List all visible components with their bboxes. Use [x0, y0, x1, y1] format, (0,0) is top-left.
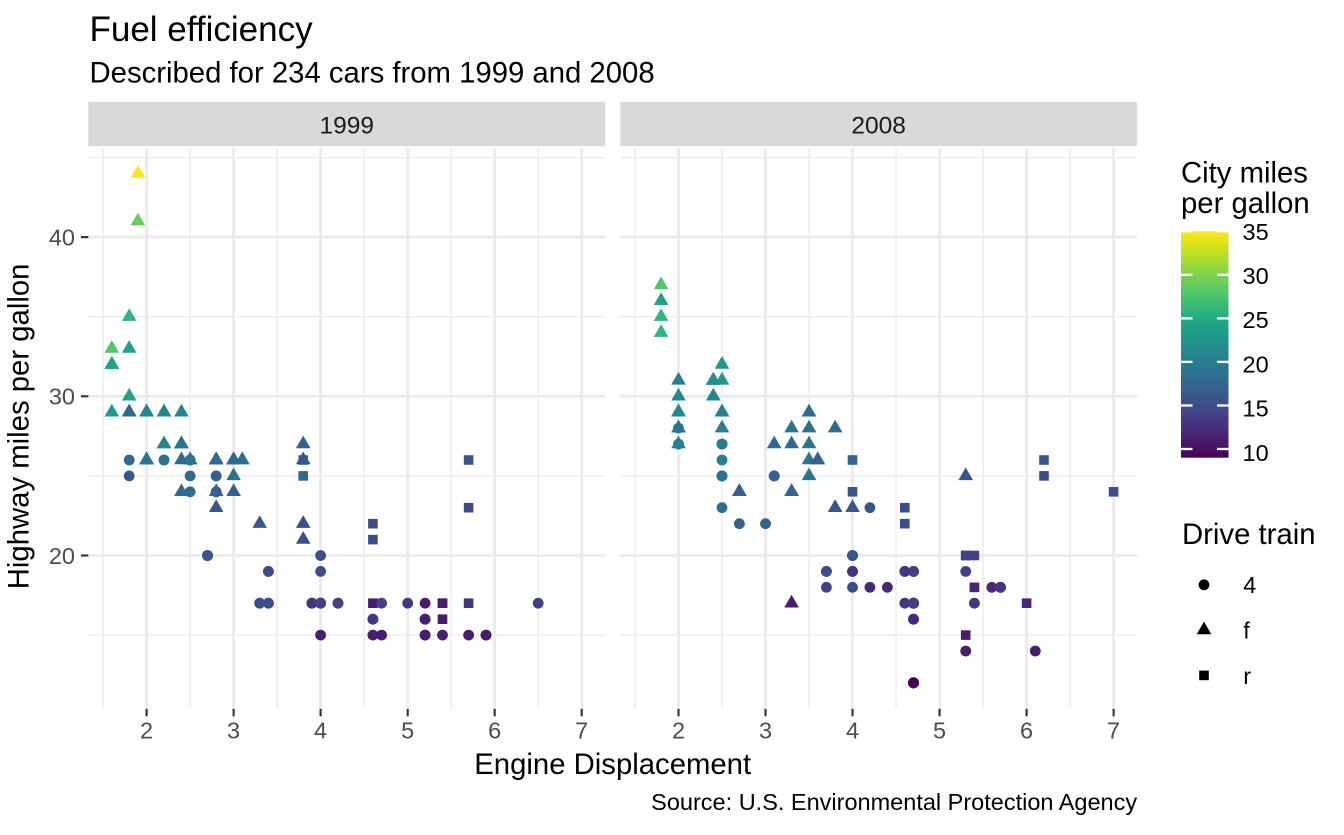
- svg-text:City miles: City miles: [1181, 157, 1308, 190]
- svg-text:30: 30: [1243, 263, 1269, 289]
- svg-text:4: 4: [1243, 572, 1256, 598]
- svg-text:7: 7: [575, 718, 588, 744]
- svg-text:r: r: [1243, 663, 1251, 689]
- svg-text:Described for 234 cars from 19: Described for 234 cars from 1999 and 200…: [90, 57, 655, 90]
- svg-text:2: 2: [672, 718, 685, 744]
- svg-text:4: 4: [314, 718, 327, 744]
- svg-text:Drive train: Drive train: [1182, 518, 1316, 551]
- svg-text:per gallon: per gallon: [1181, 187, 1310, 220]
- svg-text:5: 5: [933, 718, 946, 744]
- svg-text:1999: 1999: [319, 112, 374, 139]
- svg-text:20: 20: [1243, 351, 1269, 377]
- svg-text:Source: U.S. Environmental Pro: Source: U.S. Environmental Protection Ag…: [651, 789, 1137, 815]
- svg-text:20: 20: [49, 543, 75, 569]
- svg-text:25: 25: [1243, 307, 1269, 333]
- svg-text:2008: 2008: [851, 112, 906, 139]
- svg-text:6: 6: [1020, 718, 1033, 744]
- svg-text:6: 6: [488, 718, 501, 744]
- svg-text:Highway miles per gallon: Highway miles per gallon: [2, 264, 35, 590]
- svg-text:3: 3: [759, 718, 772, 744]
- svg-text:5: 5: [401, 718, 414, 744]
- svg-text:30: 30: [49, 384, 75, 410]
- svg-text:f: f: [1243, 618, 1250, 644]
- svg-text:2: 2: [140, 718, 153, 744]
- svg-text:15: 15: [1243, 396, 1269, 422]
- svg-text:Engine Displacement: Engine Displacement: [474, 748, 751, 781]
- svg-text:3: 3: [227, 718, 240, 744]
- svg-text:7: 7: [1107, 718, 1120, 744]
- svg-text:Fuel efficiency: Fuel efficiency: [90, 10, 314, 49]
- svg-text:35: 35: [1243, 219, 1269, 245]
- svg-text:40: 40: [49, 225, 75, 251]
- svg-text:4: 4: [846, 718, 859, 744]
- svg-text:10: 10: [1243, 440, 1269, 466]
